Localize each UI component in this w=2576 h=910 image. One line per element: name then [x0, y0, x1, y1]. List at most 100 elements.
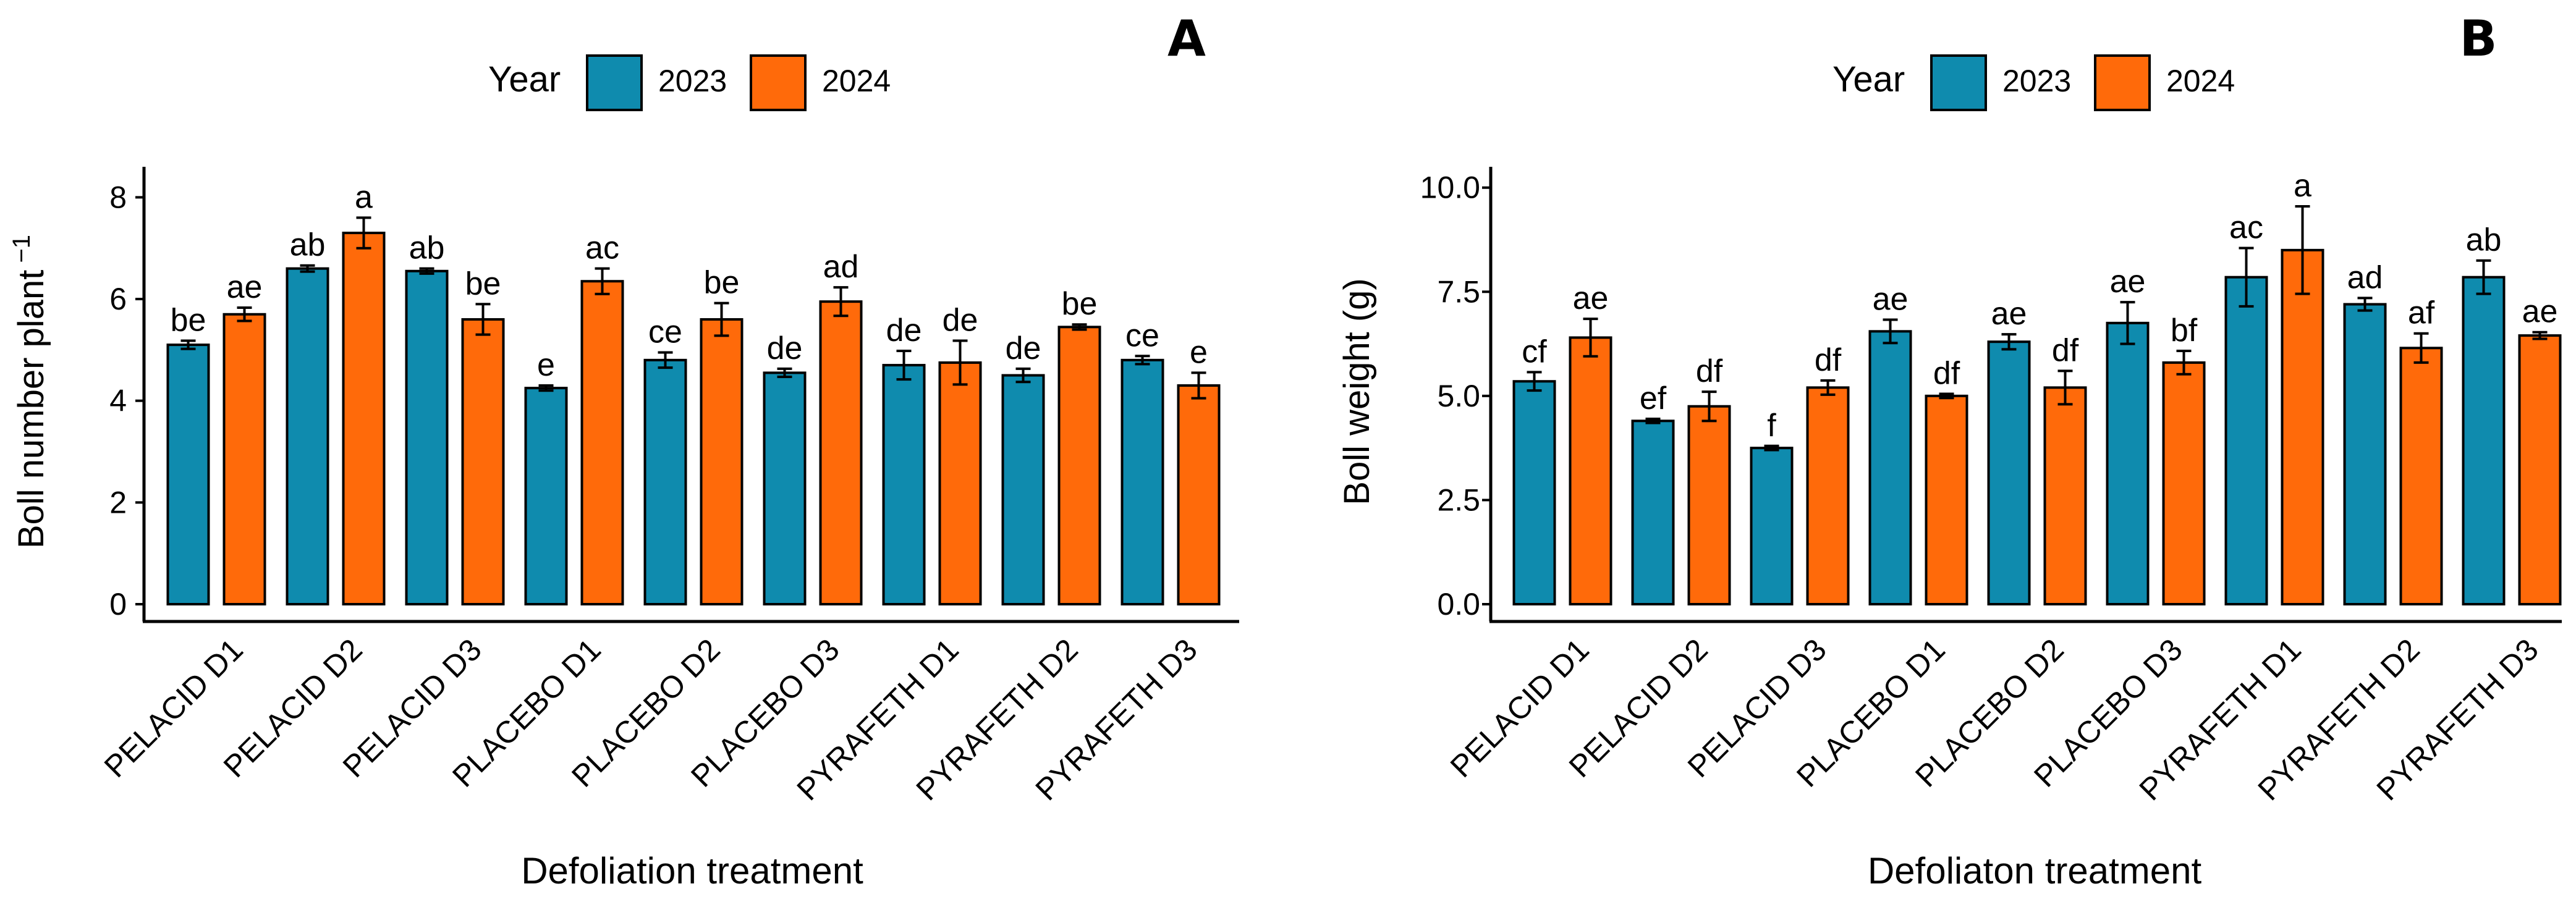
- significance-letter-2023-4: ce: [648, 314, 682, 350]
- bar-2023-7: [2343, 303, 2387, 605]
- y-tick-label: 2.5: [1437, 482, 1480, 517]
- bar-2023-4: [1987, 340, 2031, 605]
- significance-letter-2024-1: df: [1696, 353, 1723, 389]
- significance-letter-2024-7: be: [1062, 286, 1098, 322]
- bar-2023-4: [643, 358, 687, 605]
- bar-2023-7: [1001, 374, 1045, 606]
- bar-2024-8: [1177, 384, 1221, 605]
- significance-letter-2023-2: ab: [409, 230, 445, 266]
- bar-2024-7: [2399, 347, 2443, 605]
- significance-letter-2024-8: ae: [2522, 294, 2558, 330]
- bar-2024-8: [2518, 334, 2562, 605]
- y-tick-label: 4: [109, 384, 127, 418]
- bar-2023-8: [1121, 358, 1164, 605]
- significance-letter-2024-4: df: [2052, 332, 2079, 368]
- bar-2023-8: [2462, 276, 2506, 605]
- bar-2024-0: [1569, 336, 1612, 605]
- y-axis-title: Boll number plant −1: [8, 235, 51, 549]
- bar-2023-2: [405, 269, 449, 605]
- significance-letter-2024-5: bf: [2171, 313, 2198, 348]
- bar-2023-1: [286, 267, 329, 605]
- bar-2024-3: [580, 280, 624, 605]
- significance-letter-2024-8: e: [1190, 334, 1208, 370]
- legend-label-2024: 2024: [822, 64, 891, 98]
- bar-2024-5: [819, 300, 863, 605]
- legend: Year 2023 2024: [1832, 54, 2235, 111]
- significance-letter-2023-6: de: [886, 313, 922, 348]
- y-tick-label: 8: [109, 180, 127, 214]
- bar-2024-4: [700, 318, 744, 605]
- significance-letter-2023-1: ef: [1640, 381, 1667, 416]
- significance-letter-2023-6: ac: [2229, 209, 2263, 245]
- significance-letter-2023-7: ad: [2347, 259, 2383, 295]
- significance-letter-2023-5: de: [767, 331, 803, 366]
- significance-letter-2024-1: a: [355, 179, 373, 215]
- significance-letter-2024-2: be: [465, 266, 501, 301]
- panel-letter-b: B: [2460, 10, 2498, 67]
- bar-2024-1: [1687, 405, 1731, 605]
- y-tick-label: 2: [109, 485, 127, 520]
- legend-title: Year: [488, 59, 561, 99]
- significance-letter-2023-3: ae: [1873, 281, 1909, 317]
- significance-letter-2023-4: ae: [1991, 296, 2027, 332]
- x-axis-title: Defoliation treatment: [521, 850, 863, 891]
- chart-panel-b: B Year 2023 2024 0.0 2.5 5.0 7.5 10.0 Boll weight…: [1337, 10, 2562, 891]
- bar-2024-3: [1925, 394, 1968, 605]
- significance-letter-2024-0: ae: [227, 269, 263, 305]
- chart-panel-a: A Year 2023 2024 0 2 4 6 8 Boll number plant −1 be…: [8, 10, 1239, 891]
- bar-2023-5: [2106, 321, 2150, 605]
- panel-letter-a: A: [1167, 10, 1206, 67]
- bar-2024-2: [1806, 386, 1850, 605]
- bar-2023-6: [882, 364, 926, 605]
- significance-letter-2024-6: de: [943, 303, 978, 339]
- significance-letter-2024-6: a: [2294, 168, 2311, 204]
- significance-letter-2024-2: df: [1815, 342, 1842, 378]
- x-axis-title: Defoliaton treatment: [1868, 850, 2202, 891]
- significance-letter-2023-8: ce: [1125, 318, 1159, 353]
- y-tick-label: 0: [109, 587, 127, 621]
- significance-letter-2023-5: ae: [2110, 264, 2146, 300]
- bar-2023-0: [1512, 380, 1556, 605]
- bar-2023-6: [2224, 276, 2268, 605]
- y-tick-label: 5.0: [1437, 379, 1480, 413]
- legend-title: Year: [1832, 59, 1905, 99]
- bar-2024-0: [222, 313, 266, 605]
- bar-2023-3: [1868, 330, 1912, 605]
- y-axis-title-superscript: −1: [8, 235, 35, 270]
- bar-2024-6: [938, 361, 982, 605]
- significance-letter-2023-7: de: [1006, 331, 1041, 366]
- significance-letter-2024-4: be: [704, 265, 740, 301]
- significance-letter-2023-0: be: [171, 303, 206, 339]
- legend-swatch-2024: [2094, 54, 2151, 111]
- significance-letter-2024-7: af: [2408, 295, 2435, 331]
- legend-label-2023: 2023: [2002, 64, 2071, 98]
- bar-2024-6: [2281, 248, 2324, 606]
- significance-letter-2024-3: df: [1933, 355, 1960, 391]
- bar-2023-3: [524, 387, 568, 605]
- y-tick-label: 7.5: [1437, 274, 1480, 309]
- y-tick-label: 10.0: [1420, 171, 1480, 205]
- bar-2024-5: [2162, 361, 2206, 606]
- bar-2024-7: [1057, 326, 1101, 605]
- y-tick-label: 6: [109, 282, 127, 316]
- y-tick-label: 0.0: [1437, 587, 1480, 621]
- significance-letter-2024-3: ac: [585, 230, 619, 266]
- bar-2024-4: [2043, 386, 2087, 605]
- bar-2023-2: [1750, 447, 1794, 606]
- significance-letter-2023-2: f: [1767, 408, 1776, 444]
- bar-2023-1: [1631, 419, 1675, 605]
- significance-letter-2023-8: ab: [2466, 222, 2502, 258]
- significance-letter-2024-0: ae: [1573, 280, 1609, 316]
- legend-swatch-2024: [750, 54, 807, 111]
- legend-swatch-2023: [1930, 54, 1987, 111]
- legend: Year 2023 2024: [488, 54, 891, 111]
- legend-swatch-2023: [586, 54, 643, 111]
- bar-2024-2: [461, 318, 505, 605]
- significance-letter-2023-1: ab: [290, 227, 326, 263]
- y-axis-title: Boll weight (g): [1337, 278, 1377, 505]
- bar-2023-0: [166, 343, 210, 605]
- bar-2023-5: [763, 371, 807, 605]
- bar-2024-1: [342, 232, 386, 605]
- legend-label-2024: 2024: [2166, 64, 2235, 98]
